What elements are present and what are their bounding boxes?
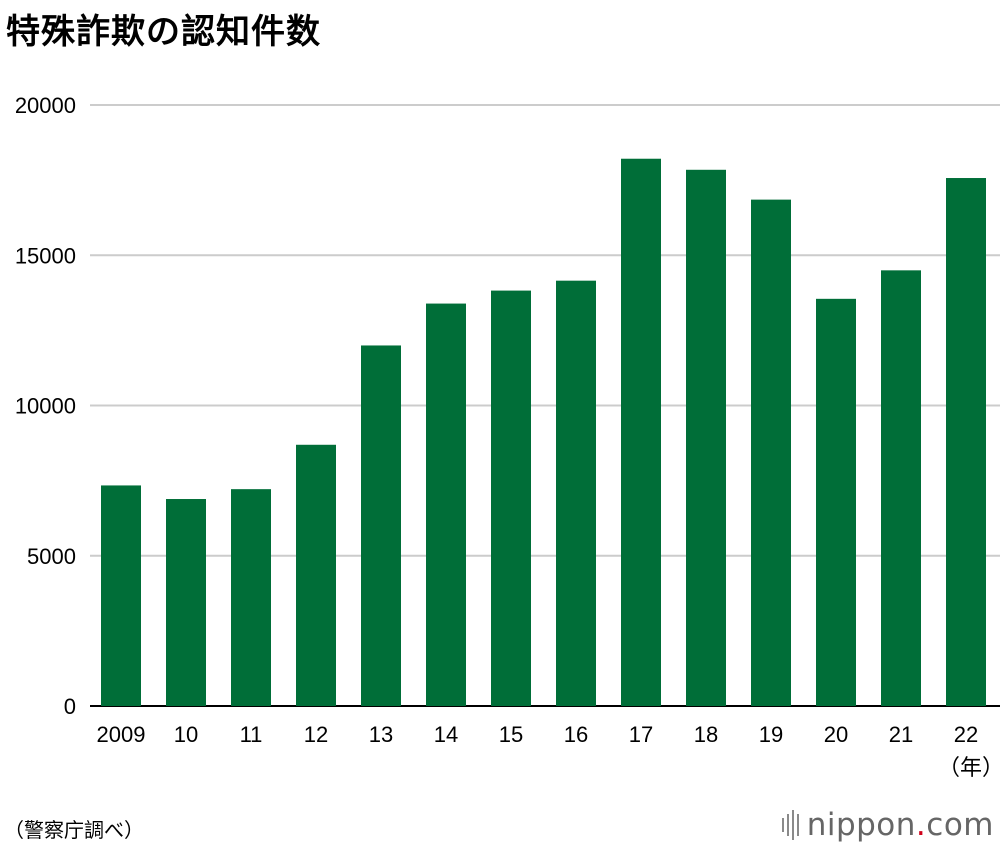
x-tick-label: 18 [694,722,718,747]
bar-10 [166,499,206,706]
x-tick-label: 20 [824,722,848,747]
x-tick-label: 11 [240,722,263,747]
x-tick-label: 15 [499,722,523,747]
x-tick-label: 21 [889,722,913,747]
bar-19 [751,199,791,707]
logo-mark-icon [781,810,799,840]
logo-tld: com [926,807,994,843]
x-tick-labels: 2009 10 11 12 13 14 15 16 17 18 19 20 21 22 [97,722,979,747]
x-tick-label: 19 [759,722,783,747]
bar-16 [556,280,596,706]
logo-name: nippon [806,807,916,843]
bar-22 [946,178,986,707]
y-tick-label: 5000 [27,544,76,569]
bar-13 [361,345,401,706]
chart-title: 特殊詐欺の認知件数 [6,12,321,52]
bar-11 [231,489,271,706]
x-tick-label: 13 [369,722,393,747]
bar-14 [426,303,466,706]
y-tick-label: 15000 [15,243,76,268]
x-unit-label: （年） [938,756,1000,781]
source-note: （警察庁調べ） [4,818,144,842]
x-tick-label: 12 [304,722,328,747]
x-tick-label: 17 [629,722,653,747]
logo-dot: . [915,807,927,843]
bar-17 [621,158,661,707]
x-tick-label: 10 [174,722,198,747]
x-tick-label: 22 [954,722,978,747]
bar-chart: 0 5000 10000 15000 20000 2009 10 11 12 13 14 15 16 1… [15,93,1000,781]
bar-2009 [101,485,141,706]
x-tick-label: 16 [564,722,588,747]
bar-21 [881,270,921,706]
bar-15 [491,290,531,706]
bars [101,158,986,707]
y-tick-label: 0 [64,694,76,719]
y-tick-label: 10000 [15,394,76,419]
y-tick-label: 20000 [15,93,76,118]
x-tick-label: 14 [434,722,458,747]
nippon-logo: nippon.com [781,807,994,843]
bar-20 [816,298,856,706]
x-tick-label: 2009 [97,722,146,747]
bar-18 [686,169,726,707]
gridlines [90,104,1000,707]
bar-12 [296,444,336,706]
y-tick-labels: 0 5000 10000 15000 20000 [15,93,76,719]
